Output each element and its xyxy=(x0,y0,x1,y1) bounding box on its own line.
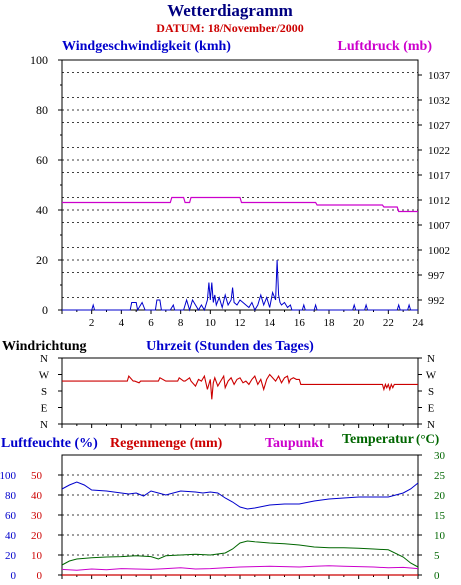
x-tick-label: 22 xyxy=(383,317,394,329)
temperature-tick-label: 10 xyxy=(434,530,446,542)
humidity-tick-label: 20 xyxy=(5,550,17,562)
x-tick-label: 10 xyxy=(205,317,217,329)
temperature-tick-label: 25 xyxy=(434,470,446,482)
humidity-tick-label: 40 xyxy=(5,530,17,542)
rain-tick-label: 30 xyxy=(31,510,43,522)
x-tick-label: 16 xyxy=(294,317,306,329)
plot-frame xyxy=(61,59,419,311)
y-tick-label-right: 1017 xyxy=(428,170,451,182)
temperature-tick-label: 15 xyxy=(434,510,446,522)
wind-direction-panel: Windrichtung Uhrzeit (Stunden des Tages) N… xyxy=(2,339,437,431)
y-tick-label-left: 80 xyxy=(36,103,48,117)
temperature-tick-label: 5 xyxy=(434,550,440,562)
rain-tick-label: 0 xyxy=(37,570,43,582)
humidity-tick-label: 100 xyxy=(0,470,17,482)
series-wind-speed xyxy=(62,259,418,312)
temperature-tick-label: 30 xyxy=(434,450,446,462)
x-tick-label: 8 xyxy=(178,317,184,329)
x-tick-label: 6 xyxy=(148,317,154,329)
direction-tick-left: S xyxy=(41,386,47,398)
plot-frame xyxy=(61,357,419,425)
temperature-label: Temperatur xyxy=(342,432,414,447)
direction-tick-right: N xyxy=(427,353,435,365)
y-tick-label-right: 1007 xyxy=(428,220,451,232)
y-tick-label-right: 1032 xyxy=(428,95,450,107)
y-tick-label-right: 997 xyxy=(428,270,445,282)
direction-tick-right: N xyxy=(427,419,435,431)
wind-direction-label: Windrichtung xyxy=(2,339,87,354)
right-axis-label: Luftdruck (mb) xyxy=(337,39,432,54)
dewpoint-label: Taupunkt xyxy=(265,436,324,451)
series-pressure xyxy=(62,196,418,213)
y-tick-label-right: 992 xyxy=(428,295,445,307)
rain-tick-label: 40 xyxy=(31,490,43,502)
x-tick-label: 4 xyxy=(119,317,125,329)
x-tick-label: 2 xyxy=(89,317,95,329)
x-tick-label: 20 xyxy=(353,317,365,329)
wind-pressure-panel: Windgeschwindigkeit (kmh) Luftdruck (mb) 0… xyxy=(30,39,451,329)
x-tick-label: 14 xyxy=(264,317,276,329)
y-tick-label-right: 1027 xyxy=(428,120,451,132)
rain-tick-label: 50 xyxy=(31,470,43,482)
left-axis-label: Windgeschwindigkeit (kmh) xyxy=(62,39,231,54)
x-axis-label: Uhrzeit (Stunden des Tages) xyxy=(146,339,314,354)
y-tick-label-left: 40 xyxy=(36,203,48,217)
y-tick-label-left: 0 xyxy=(42,303,48,317)
humidity-tick-label: 80 xyxy=(5,490,17,502)
humidity-temperature-panel: Luftfeuchte (%) Regenmenge (mm) Taupunkt Te… xyxy=(0,431,446,582)
humidity-tick-label: 60 xyxy=(5,510,17,522)
rain-label: Regenmenge (mm) xyxy=(110,436,223,451)
y-tick-label-left: 100 xyxy=(30,53,48,67)
y-tick-label-right: 1037 xyxy=(428,70,451,82)
temperature-tick-label: 0 xyxy=(434,570,440,582)
series-humidity xyxy=(61,481,419,510)
series-temperature xyxy=(61,540,419,568)
direction-tick-right: E xyxy=(428,403,435,415)
y-tick-label-right: 1022 xyxy=(428,145,450,157)
direction-tick-right: S xyxy=(428,386,434,398)
y-tick-label-right: 1012 xyxy=(428,195,450,207)
chart-title: Wetterdiagramm xyxy=(167,1,293,20)
temperature-tick-label: 20 xyxy=(434,490,446,502)
direction-tick-left: E xyxy=(41,403,48,415)
direction-tick-left: W xyxy=(39,370,50,382)
direction-tick-right: W xyxy=(426,370,437,382)
direction-tick-left: N xyxy=(40,419,48,431)
rain-tick-label: 20 xyxy=(31,530,43,542)
y-tick-label-left: 60 xyxy=(36,153,48,167)
temperature-unit: (°C) xyxy=(416,431,439,446)
series-dewpoint xyxy=(61,565,419,571)
y-tick-label-right: 1002 xyxy=(428,245,450,257)
x-tick-label: 24 xyxy=(413,317,425,329)
rain-tick-label: 10 xyxy=(31,550,43,562)
series-wind-direction xyxy=(62,373,418,400)
y-tick-label-left: 20 xyxy=(36,253,48,267)
chart-subtitle: DATUM: 18/November/2000 xyxy=(156,21,303,35)
x-tick-label: 18 xyxy=(324,317,336,329)
x-tick-label: 12 xyxy=(235,317,246,329)
direction-tick-left: N xyxy=(40,353,48,365)
humidity-label: Luftfeuchte (%) xyxy=(1,436,98,451)
humidity-tick-label: 0 xyxy=(11,570,17,582)
